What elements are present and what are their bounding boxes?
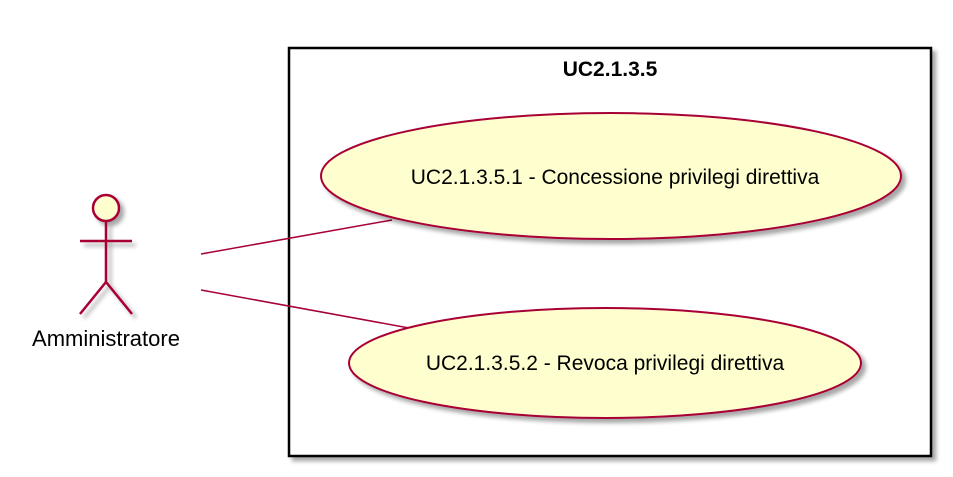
- system-boundary-title: UC2.1.3.5: [563, 58, 658, 81]
- use-case-ellipse-concessione: [320, 112, 902, 240]
- actor-left-leg: [79, 281, 107, 315]
- actor-right-leg: [105, 281, 133, 315]
- actor-amministratore: [79, 193, 133, 315]
- associations: [200, 219, 421, 331]
- actor-head: [91, 193, 121, 223]
- use-case-label-concessione: UC2.1.3.5.1 - Concessione privilegi dire…: [411, 166, 820, 189]
- use-case-ellipse-revoca: [348, 307, 862, 419]
- use-case-revoca-privilegi: UC2.1.3.5.2 - Revoca privilegi direttiva: [348, 307, 862, 419]
- actor-label: Amministratore: [32, 326, 180, 351]
- use-case-label-revoca: UC2.1.3.5.2 - Revoca privilegi direttiva: [426, 352, 785, 375]
- association-line-concessione: [200, 219, 393, 255]
- association-line-revoca: [200, 289, 421, 331]
- use-case-concessione-privilegi: UC2.1.3.5.1 - Concessione privilegi dire…: [320, 112, 902, 240]
